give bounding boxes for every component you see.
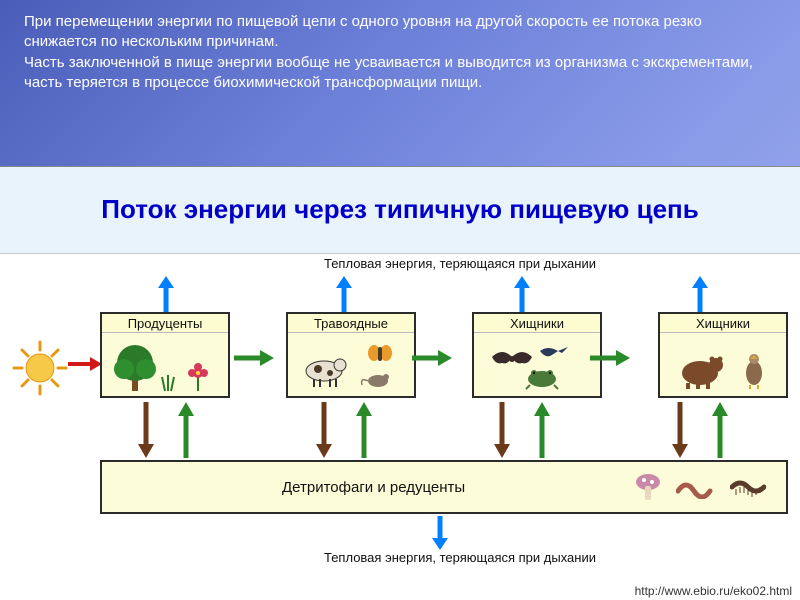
arrow-herb-to-pred1 — [412, 348, 452, 368]
intro-text: При перемещении энергии по пищевой цепи … — [0, 0, 800, 101]
arrow-heat-predators2 — [690, 276, 710, 312]
arrow-heat-detritus — [430, 516, 450, 550]
herbivores-label: Травоядные — [288, 314, 414, 333]
arrow-from-detritus-3 — [532, 402, 552, 458]
source-url: http://www.ebio.ru/eko02.html — [635, 584, 792, 598]
herbivores-icon — [292, 333, 410, 397]
arrow-prod-to-herb — [234, 348, 274, 368]
predators1-box: Хищники — [472, 312, 602, 398]
diagram-title: Поток энергии через типичную пищевую цеп… — [101, 194, 698, 225]
predators2-label: Хищники — [660, 314, 786, 333]
arrow-heat-predators1 — [512, 276, 532, 312]
arrow-pred1-to-pred2 — [590, 348, 630, 368]
heat-loss-bottom-label: Тепловая энергия, теряющаяся при дыхании — [180, 550, 740, 565]
sun-icon — [12, 340, 68, 396]
plants-icon — [106, 333, 224, 397]
arrow-heat-producers — [156, 276, 176, 312]
detritus-icons — [634, 470, 766, 504]
predators1-icon — [478, 333, 596, 397]
detritus-label: Детритофаги и редуценты — [282, 479, 465, 496]
arrow-from-detritus-1 — [176, 402, 196, 458]
arrow-to-detritus-4 — [670, 402, 690, 458]
detritus-box: Детритофаги и редуценты — [100, 460, 788, 514]
predators2-icon — [664, 333, 782, 397]
heat-loss-top-label: Тепловая энергия, теряющаяся при дыхании — [180, 256, 740, 271]
slide: При перемещении энергии по пищевой цепи … — [0, 0, 800, 600]
worm-icon — [676, 475, 716, 499]
arrow-from-detritus-2 — [354, 402, 374, 458]
diagram-panel: Поток энергии через типичную пищевую цеп… — [0, 166, 800, 600]
chart-area: Тепловая энергия, теряющаяся при дыхании — [0, 254, 800, 583]
arrow-from-detritus-4 — [710, 402, 730, 458]
millipede-icon — [730, 475, 766, 499]
producers-box: Продуценты — [100, 312, 230, 398]
herbivores-box: Травоядные — [286, 312, 416, 398]
arrow-heat-herbivores — [334, 276, 354, 312]
arrow-to-detritus-3 — [492, 402, 512, 458]
producers-label: Продуценты — [102, 314, 228, 333]
predators1-label: Хищники — [474, 314, 600, 333]
diagram-title-band: Поток энергии через типичную пищевую цеп… — [0, 167, 800, 254]
arrow-to-detritus-2 — [314, 402, 334, 458]
arrow-to-detritus-1 — [136, 402, 156, 458]
arrow-sun-to-producers — [68, 354, 102, 374]
mushroom-icon — [634, 470, 662, 504]
predators2-box: Хищники — [658, 312, 788, 398]
